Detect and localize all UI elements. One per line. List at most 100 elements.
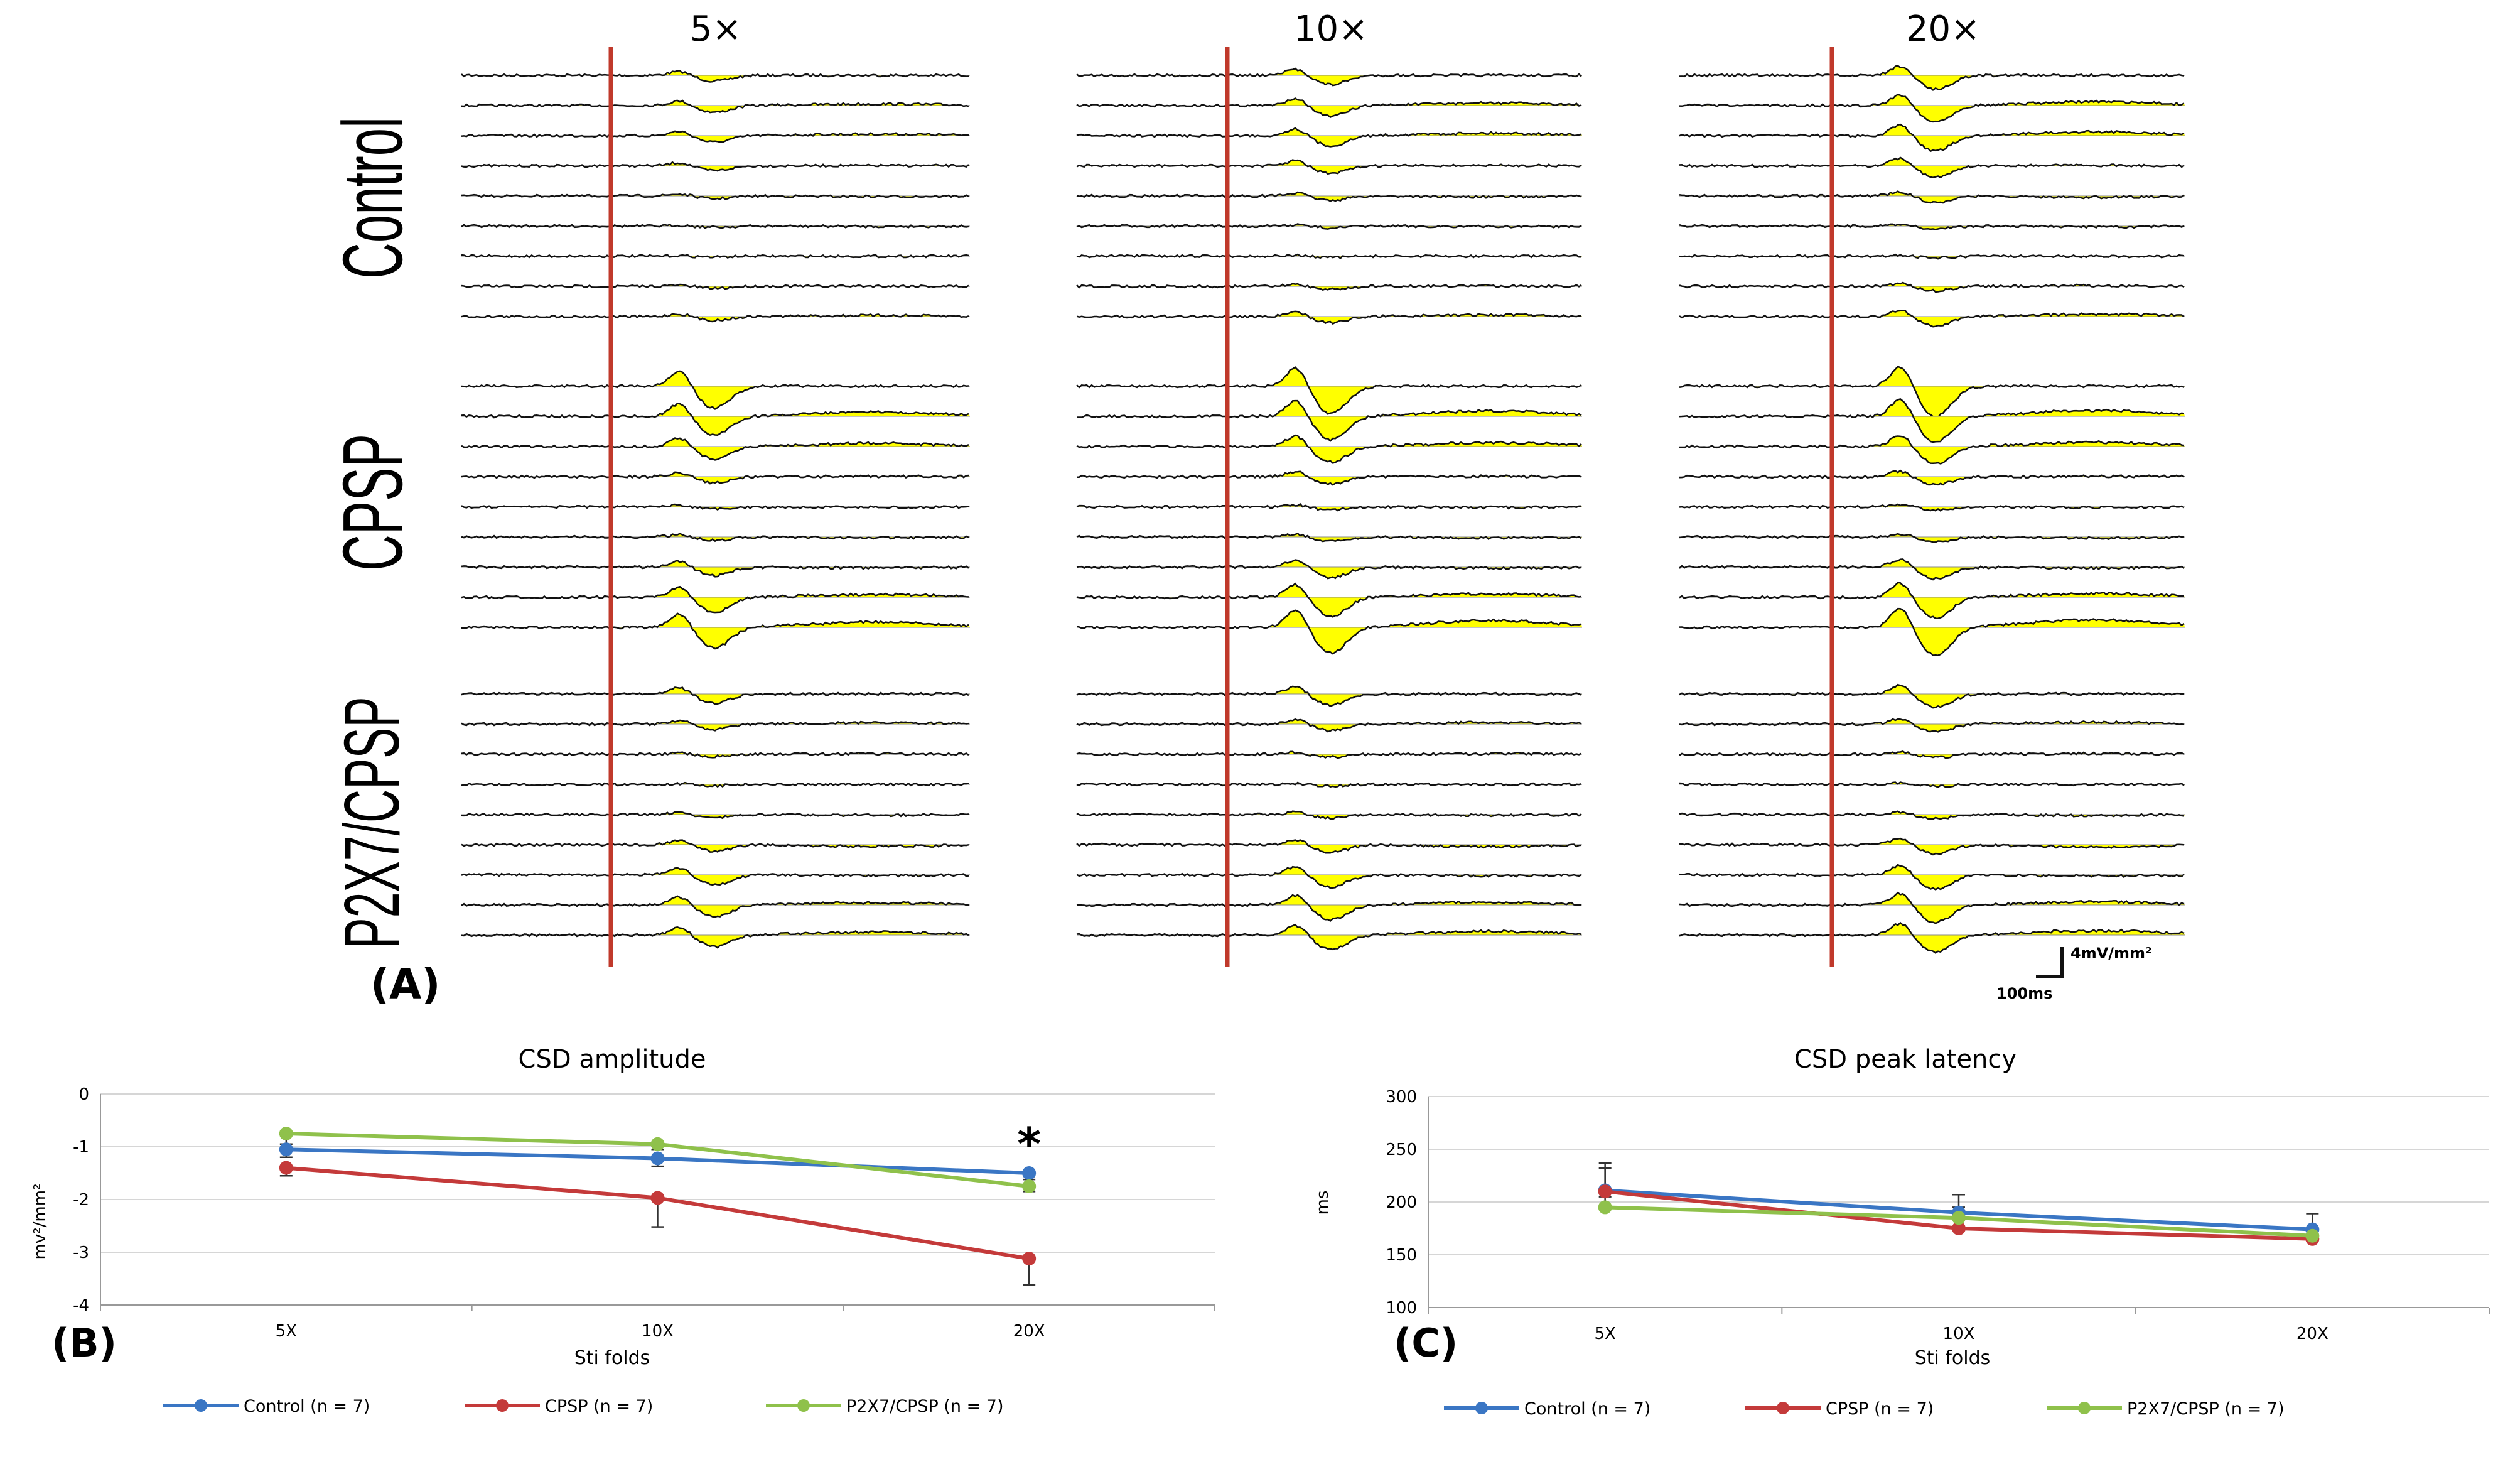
trace-line	[461, 130, 969, 143]
data-point	[279, 1127, 293, 1140]
trace-fill	[1077, 68, 1582, 86]
trace-line	[461, 437, 969, 461]
trace-panel-p2x7-cpsp-3	[1679, 683, 2185, 954]
trace-line	[1679, 366, 2185, 418]
y-tick-label: -1	[73, 1138, 89, 1157]
trace-line	[1076, 310, 1582, 325]
trace-line	[461, 867, 969, 886]
trace-fill	[1679, 559, 2185, 580]
trace-fill	[461, 896, 970, 917]
trace-fill	[1679, 157, 2185, 178]
trace-fill	[1077, 160, 1582, 174]
trace-line	[1076, 810, 1582, 820]
trace-line	[1679, 837, 2185, 856]
trace-line	[461, 612, 969, 650]
trace-line	[1679, 253, 2185, 260]
trace-fill	[1077, 471, 1582, 485]
trace-line	[1076, 839, 1582, 854]
trace-line	[461, 751, 969, 759]
legend-marker	[496, 1399, 509, 1412]
trace-fill	[1679, 399, 2185, 442]
trace-line	[461, 533, 969, 543]
trace-fill	[1679, 224, 2185, 230]
trace-fill	[1679, 310, 2185, 327]
trace-fill	[1077, 127, 1582, 147]
x-tick-label: 20X	[1013, 1322, 1045, 1341]
trace-fill	[1077, 560, 1582, 579]
trace-fill	[1077, 719, 1582, 732]
x-tick-label: 10X	[1943, 1324, 1975, 1343]
data-point	[1952, 1211, 1966, 1225]
trace-fill	[1679, 892, 2185, 924]
trace-fill	[461, 927, 970, 948]
trace-fill	[461, 313, 970, 322]
trace-line	[1076, 685, 1582, 708]
legend-label: Control (n = 7)	[244, 1397, 370, 1416]
trace-fill	[1077, 840, 1582, 853]
trace-fill	[461, 687, 970, 705]
trace-fill	[1679, 65, 2185, 90]
trace-line	[1679, 398, 2185, 443]
legend-label: CPSP (n = 7)	[1826, 1399, 1934, 1419]
trace-panel-control-3	[1679, 65, 2185, 328]
trace-line	[1076, 67, 1582, 87]
trace-panel-control-2	[1076, 67, 1582, 325]
data-point	[1022, 1179, 1037, 1193]
trace-line	[1679, 921, 2185, 954]
trace-line	[1077, 399, 1582, 442]
trace-line	[1679, 558, 2185, 581]
legend-marker	[1777, 1402, 1789, 1414]
trace-line	[1076, 609, 1582, 655]
legend-marker	[2078, 1402, 2091, 1414]
trace-line	[1076, 923, 1582, 951]
y-tick-label: -4	[73, 1296, 89, 1315]
trace-line	[461, 254, 969, 259]
trace-fill	[1679, 685, 2185, 708]
trace-fill	[1077, 811, 1582, 820]
trace-fill	[1679, 811, 2185, 820]
csd-trace-panel: 5× 10× 20× Control CPSP P2X7/CPSP (A) 4m…	[325, 9, 2185, 1009]
trace-line	[1076, 283, 1582, 291]
y-tick-label: -3	[73, 1243, 89, 1262]
trace-line	[1679, 683, 2185, 709]
scale-bar-voltage-label: 4mV/mm²	[2070, 945, 2152, 962]
trace-line	[1679, 469, 2185, 486]
trace-fill	[1077, 533, 1582, 542]
trace-fill	[1679, 191, 2185, 203]
trace-line	[1076, 223, 1582, 230]
trace-fill	[1077, 867, 1582, 889]
row-label-cpsp: CPSP	[325, 434, 420, 571]
y-tick-label: 200	[1386, 1193, 1417, 1212]
legend-label: P2X7/CPSP (n = 7)	[846, 1397, 1004, 1416]
trace-line	[461, 781, 969, 788]
trace-fill	[1679, 751, 2185, 759]
trace-fill	[461, 533, 970, 541]
trace-fill	[1679, 534, 2185, 543]
data-point	[650, 1151, 665, 1166]
chart-c-title: CSD peak latency	[1794, 1045, 2017, 1074]
trace-line	[461, 193, 969, 200]
trace-line	[461, 283, 969, 290]
data-point	[279, 1142, 293, 1157]
legend-marker	[195, 1399, 207, 1412]
trace-fill	[461, 560, 970, 577]
trace-line	[1679, 810, 2185, 820]
trace-fill	[461, 162, 970, 171]
trace-line	[461, 811, 969, 820]
trace-line	[461, 719, 969, 732]
data-point	[279, 1161, 293, 1175]
data-point	[1022, 1252, 1037, 1266]
y-tick-label: -2	[73, 1191, 89, 1210]
legend-marker	[1475, 1402, 1488, 1414]
y-tick-label: 100	[1386, 1299, 1417, 1318]
trace-fill	[1077, 504, 1582, 511]
trace-line	[1076, 502, 1581, 512]
chart-b-xlabel: Sti folds	[574, 1347, 650, 1369]
scale-bar: 4mV/mm² 100ms	[1996, 945, 2152, 1002]
legend-label: CPSP (n = 7)	[545, 1397, 653, 1416]
trace-panel-p2x7-cpsp-1	[461, 686, 970, 949]
data-point	[650, 1191, 665, 1205]
trace-line	[1076, 97, 1582, 119]
trace-line	[461, 559, 969, 578]
